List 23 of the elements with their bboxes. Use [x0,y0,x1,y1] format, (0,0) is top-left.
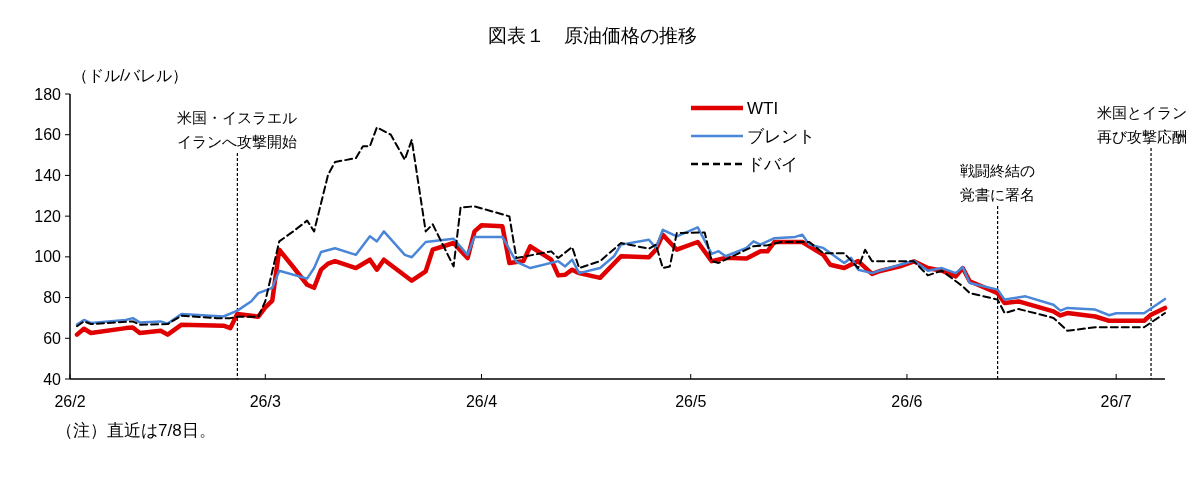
y-tick-label: 160 [34,126,62,144]
y-tick-label: 80 [43,289,62,307]
y-tick-label: 40 [43,370,62,388]
x-tick-label: 26/5 [675,393,707,410]
x-tick-label: 26/7 [1100,393,1132,410]
legend-label: WTI [747,98,779,118]
y-tick-label: 140 [34,167,62,185]
x-tick-label: 26/3 [249,393,281,410]
chart-title: 図表１ 原油価格の推移 [487,25,697,46]
y-tick-label: 60 [43,329,62,347]
y-tick-label: 120 [34,207,62,225]
legend-label: ドバイ [747,154,798,174]
x-tick-label: 26/2 [54,393,86,410]
y-tick-label: 180 [34,85,62,103]
ref-line-label: 米国・イスラエルイランへ攻撃開始 [177,109,298,150]
x-tick-label: 26/4 [465,393,498,410]
ref-line-label: 戦闘終結の覚書に署名 [960,162,1036,203]
ref-line-label: 米国とイラン再び攻撃応酬 [1097,104,1188,145]
x-tick-label: 26/6 [891,393,923,410]
y-axis-title: （ドル/バレル） [72,67,189,84]
text: （注）直近は7/8日。 [56,421,216,440]
y-tick-label: 100 [34,248,62,266]
legend-label: ブレント [747,126,815,146]
